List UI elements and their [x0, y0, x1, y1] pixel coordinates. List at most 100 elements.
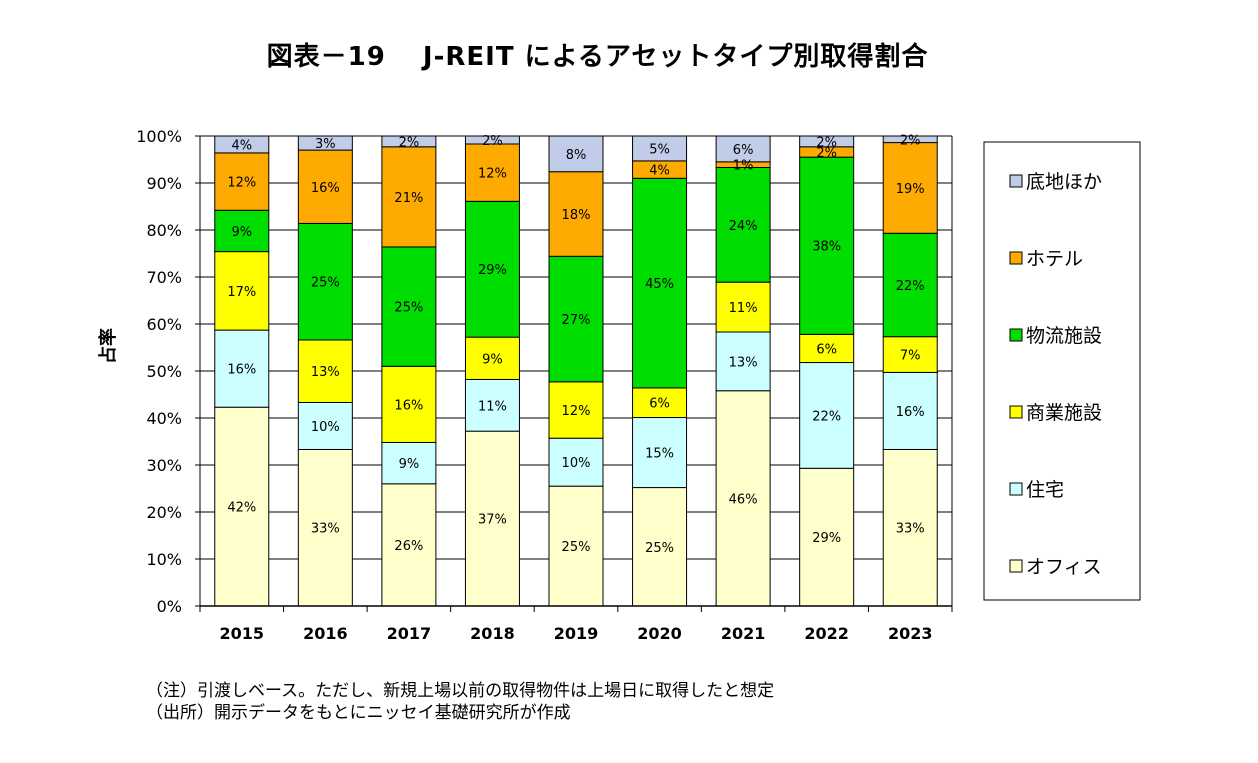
- data-label: 22%: [812, 409, 841, 424]
- x-tick-labels: 2015 2016 2017 2018 2019 2020 2021 2022 2023: [220, 624, 933, 643]
- data-label: 2%: [399, 135, 420, 150]
- y-tick-label: 60%: [146, 315, 182, 334]
- x-tick-label: 2019: [554, 624, 599, 643]
- bar-segment: [715, 390, 771, 607]
- data-label: 9%: [399, 457, 420, 472]
- data-label: 33%: [896, 522, 925, 537]
- data-label: 4%: [649, 164, 670, 179]
- data-label: 7%: [900, 349, 921, 364]
- data-label: 29%: [478, 263, 507, 278]
- data-label: 11%: [478, 399, 507, 414]
- y-tick-label: 50%: [146, 362, 182, 381]
- bar-segment: [214, 209, 270, 253]
- data-label: 13%: [729, 355, 758, 370]
- x-tick-label: 2016: [303, 624, 348, 643]
- y-tick-label: 20%: [146, 503, 182, 522]
- data-label: 29%: [812, 531, 841, 546]
- data-label: 6%: [649, 397, 670, 412]
- bar-segment: [799, 333, 855, 364]
- data-label: 27%: [562, 313, 591, 328]
- bar-segment: [214, 251, 270, 331]
- legend-label: 住宅: [1026, 479, 1064, 501]
- legend-box: [983, 141, 1141, 601]
- data-label: 2%: [816, 135, 837, 150]
- bar-segment: [715, 331, 771, 392]
- data-label: 4%: [231, 138, 252, 153]
- legend-swatch: [1009, 405, 1023, 419]
- legend-swatch: [1009, 559, 1023, 573]
- bar-segment: [715, 281, 771, 333]
- bar-segment: [715, 166, 771, 283]
- bar-segment: [548, 171, 604, 257]
- data-label: 25%: [311, 276, 340, 291]
- data-label: 2%: [482, 134, 503, 149]
- x-tick-label: 2018: [470, 624, 515, 643]
- data-label: 12%: [562, 404, 591, 419]
- data-label: 33%: [311, 522, 340, 537]
- bar-segment: [799, 156, 855, 335]
- bar-segment: [715, 135, 771, 163]
- data-label: 24%: [729, 219, 758, 234]
- data-label: 6%: [816, 342, 837, 357]
- data-label: 15%: [645, 447, 674, 462]
- data-label: 38%: [812, 240, 841, 255]
- data-label: 9%: [231, 225, 252, 240]
- chart-title: 図表－19 J-REIT によるアセットタイプ別取得割合: [266, 42, 929, 72]
- legend-label: 商業施設: [1026, 402, 1102, 424]
- axes: [195, 135, 953, 612]
- y-tick-label: 0%: [157, 597, 182, 616]
- y-tick-label: 10%: [146, 550, 182, 569]
- legend-label: 底地ほか: [1026, 171, 1102, 193]
- y-tick-label: 30%: [146, 456, 182, 475]
- bar-segment: [882, 232, 938, 338]
- data-label: 1%: [733, 159, 754, 174]
- bar-segment: [464, 200, 520, 338]
- data-labels: 42% 16% 17% 9% 12% 4% 33% 10% 13% 25% 16% 3% 26% 9% 16…: [227, 133, 924, 555]
- data-label: 9%: [482, 352, 503, 367]
- bar-segment: [297, 401, 353, 450]
- data-label: 18%: [562, 208, 591, 223]
- y-tick-label: 40%: [146, 409, 182, 428]
- data-label: 21%: [394, 191, 423, 206]
- data-label: 16%: [227, 363, 256, 378]
- data-label: 6%: [733, 143, 754, 158]
- data-label: 16%: [896, 405, 925, 420]
- data-label: 10%: [562, 456, 591, 471]
- data-label: 12%: [227, 176, 256, 191]
- data-label: 25%: [562, 540, 591, 555]
- x-tick-label: 2017: [387, 624, 432, 643]
- data-label: 8%: [566, 148, 587, 163]
- data-label: 12%: [478, 167, 507, 182]
- legend-swatch: [1009, 482, 1023, 496]
- x-tick-label: 2015: [220, 624, 265, 643]
- y-tick-label: 90%: [146, 174, 182, 193]
- bar-segment: [464, 143, 520, 202]
- data-label: 16%: [311, 181, 340, 196]
- bar-segment: [632, 387, 688, 419]
- bar-segment: [464, 336, 520, 380]
- data-label: 3%: [315, 137, 336, 152]
- bar-segment: [548, 255, 604, 383]
- data-label: 25%: [394, 301, 423, 316]
- data-label: 37%: [478, 513, 507, 528]
- bar-segment: [214, 152, 270, 211]
- y-tick-labels: 0% 10% 20% 30% 40% 50% 60% 70% 80% 90% 100%: [136, 127, 182, 616]
- bar-segment: [882, 371, 938, 450]
- bar-segment: [214, 329, 270, 408]
- y-axis-label: 占率: [97, 328, 119, 364]
- bar-segment: [297, 448, 353, 607]
- bar-segment: [632, 177, 688, 389]
- x-tick-label: 2022: [804, 624, 849, 643]
- stacked-bar-chart: 0%10%20%30%40%50%60%70%80%90%100% 2015 20…: [97, 127, 1141, 643]
- bar-segment: [464, 378, 520, 432]
- bar-segment: [381, 146, 437, 248]
- x-tick-label: 2023: [888, 624, 933, 643]
- data-label: 42%: [227, 501, 256, 516]
- bar-segment: [464, 430, 520, 607]
- bar-segment: [632, 487, 688, 607]
- footnote-source: （出所）開示データをもとにニッセイ基礎研究所が作成: [146, 703, 571, 723]
- y-tick-label: 70%: [146, 268, 182, 287]
- bar-segment: [882, 142, 938, 234]
- legend-swatch: [1009, 251, 1023, 265]
